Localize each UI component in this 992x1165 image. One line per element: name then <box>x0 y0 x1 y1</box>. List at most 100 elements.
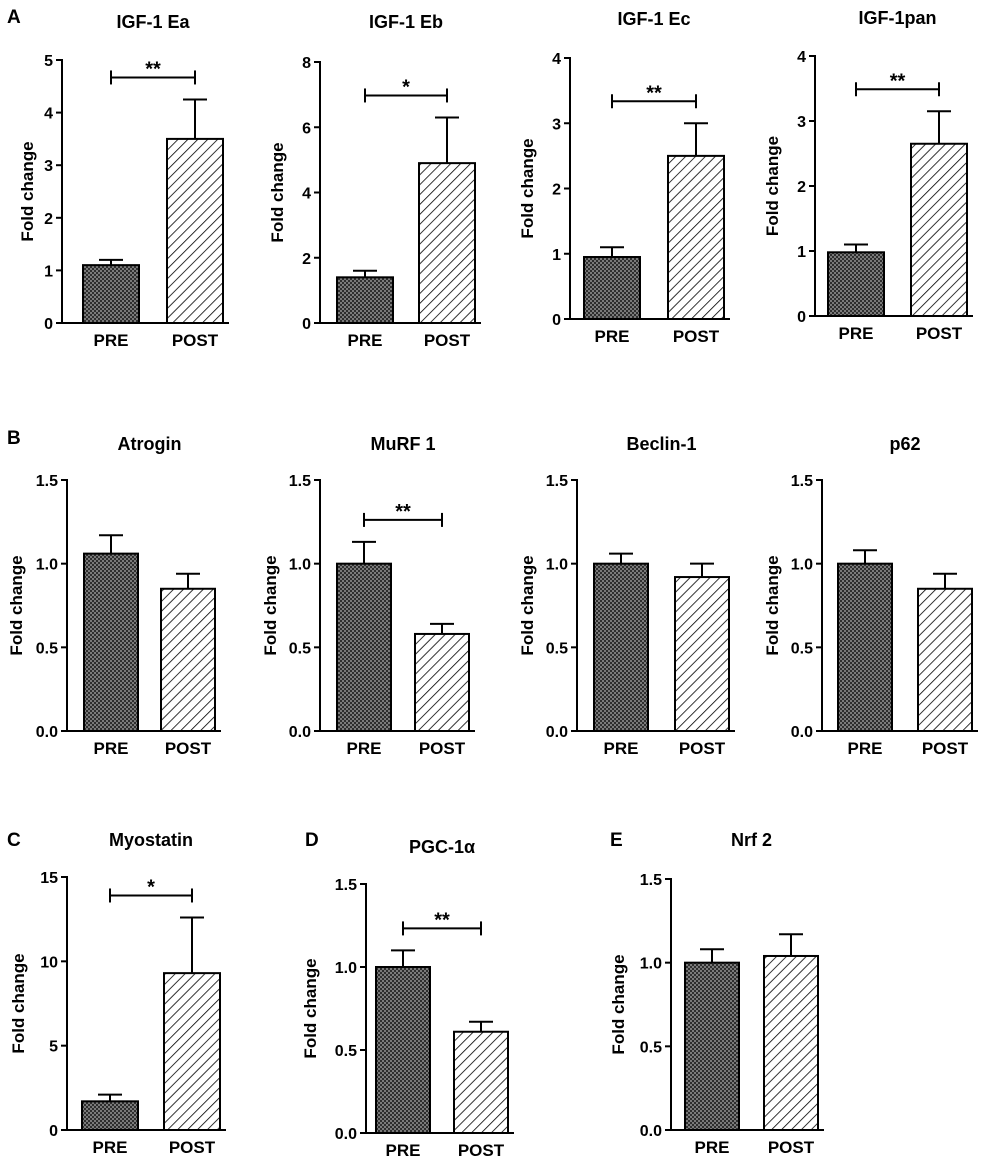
y-tick-label: 2 <box>302 251 311 268</box>
y-tick-label: 2 <box>552 182 561 199</box>
chart-atrogin: Atrogin Fold change PRE POST 0.0 0.5 1.0 1.5 <box>7 434 221 758</box>
y-tick-label: 1.5 <box>791 473 813 490</box>
y-tick-label: 1 <box>552 247 561 264</box>
y-tick-label: 1 <box>44 263 53 280</box>
y-tick-label: 1.0 <box>640 956 662 973</box>
y-axis-label: Fold change <box>18 141 37 241</box>
bar-post <box>674 576 730 733</box>
significance-label: ** <box>890 70 906 92</box>
y-tick-label: 8 <box>302 55 311 72</box>
y-tick-label: 6 <box>302 120 311 137</box>
significance-label: ** <box>434 909 450 931</box>
category-label-post: POST <box>458 1141 505 1160</box>
y-axis-label: Fold change <box>609 954 628 1054</box>
chart-title: IGF-1 Eb <box>369 12 443 32</box>
bar-pre <box>83 552 139 732</box>
chart-pgc-1: PGC-1α Fold change PRE POST 0.0 0.5 1.0 1.5 ** <box>301 837 514 1160</box>
chart-myostatin: Myostatin Fold change PRE POST 0 5 10 15 * <box>9 830 226 1157</box>
bar-post <box>763 954 819 1131</box>
panel-letter-b: B <box>7 428 21 449</box>
y-tick-label: 0.5 <box>640 1039 662 1056</box>
category-label-pre: PRE <box>347 739 382 758</box>
chart-murf-1: MuRF 1 Fold change PRE POST 0.0 0.5 1.0 1.5 ** <box>261 434 475 758</box>
bar-post <box>166 137 224 324</box>
panel-letter-d: D <box>305 830 319 851</box>
y-tick-label: 2 <box>44 211 53 228</box>
y-tick-label: 0 <box>302 316 311 333</box>
y-tick-label: 0.5 <box>36 640 58 657</box>
bar-post <box>917 587 973 732</box>
y-tick-label: 3 <box>797 114 806 131</box>
chart-title: Beclin-1 <box>626 434 696 454</box>
y-tick-label: 1.0 <box>289 557 311 574</box>
y-axis-label: Fold change <box>301 958 320 1058</box>
chart-title: PGC-1α <box>409 837 475 857</box>
category-label-pre: PRE <box>695 1138 730 1157</box>
y-tick-label: 5 <box>44 53 53 70</box>
chart-title: IGF-1pan <box>858 8 936 28</box>
y-tick-label: 0.0 <box>791 724 813 741</box>
chart-title: p62 <box>889 434 920 454</box>
bar-post <box>160 587 216 732</box>
y-tick-label: 4 <box>302 186 311 203</box>
y-tick-label: 1.0 <box>791 557 813 574</box>
chart-title: Myostatin <box>109 830 193 850</box>
significance-label: ** <box>145 58 161 80</box>
category-label-post: POST <box>679 739 726 758</box>
bar-post <box>418 162 476 324</box>
y-tick-label: 1 <box>797 244 806 261</box>
y-tick-label: 15 <box>40 870 58 887</box>
significance-label: * <box>147 876 155 898</box>
category-label-pre: PRE <box>94 739 129 758</box>
y-tick-label: 0 <box>552 312 561 329</box>
chart-nrf-2: Nrf 2 Fold change PRE POST 0.0 0.5 1.0 1.5 <box>609 830 824 1157</box>
significance-label: ** <box>646 82 662 104</box>
y-tick-label: 1.0 <box>335 960 357 977</box>
bar-pre <box>82 264 140 325</box>
category-label-pre: PRE <box>93 1138 128 1157</box>
category-label-post: POST <box>165 739 212 758</box>
bar-pre <box>81 1100 139 1131</box>
y-tick-label: 3 <box>552 116 561 133</box>
chart-p62: p62 Fold change PRE POST 0.0 0.5 1.0 1.5 <box>763 434 978 758</box>
y-tick-label: 0 <box>797 309 806 326</box>
chart-igf-1pan: IGF-1pan Fold change PRE POST 0 1 2 3 4 ** <box>763 8 973 343</box>
y-tick-label: 0.0 <box>36 724 58 741</box>
y-tick-label: 0.5 <box>335 1043 357 1060</box>
category-label-pre: PRE <box>595 327 630 346</box>
y-tick-label: 4 <box>797 49 806 66</box>
y-tick-label: 0.0 <box>335 1126 357 1143</box>
chart-title: MuRF 1 <box>371 434 436 454</box>
y-axis-label: Fold change <box>763 136 782 236</box>
bar-pre <box>583 256 641 321</box>
y-tick-label: 0.5 <box>289 640 311 657</box>
chart-title: Nrf 2 <box>731 830 772 850</box>
y-tick-label: 0.5 <box>791 640 813 657</box>
y-axis-label: Fold change <box>261 555 280 655</box>
category-label-pre: PRE <box>348 331 383 350</box>
category-label-pre: PRE <box>94 331 129 350</box>
y-tick-label: 1.5 <box>289 473 311 490</box>
panel-letter-c: C <box>7 830 21 851</box>
y-axis-label: Fold change <box>268 142 287 242</box>
category-label-post: POST <box>169 1138 216 1157</box>
chart-igf-1-ea: IGF-1 Ea Fold change PRE POST 0 1 2 3 4 5 ** <box>18 12 229 350</box>
bar-post <box>163 972 221 1132</box>
y-tick-label: 0.0 <box>289 724 311 741</box>
panel-letter-e: E <box>610 830 623 851</box>
significance-label: * <box>402 76 410 98</box>
y-tick-label: 1.5 <box>36 473 58 490</box>
bar-pre <box>827 251 885 318</box>
category-label-post: POST <box>922 739 969 758</box>
category-label-pre: PRE <box>386 1141 421 1160</box>
chart-igf-1-eb: IGF-1 Eb Fold change PRE POST 0 2 4 6 8 * <box>268 12 481 350</box>
y-tick-label: 0.5 <box>546 640 568 657</box>
category-label-post: POST <box>424 331 471 350</box>
chart-title: Atrogin <box>118 434 182 454</box>
category-label-post: POST <box>172 331 219 350</box>
y-tick-label: 0.0 <box>546 724 568 741</box>
y-tick-label: 0.0 <box>640 1123 662 1140</box>
bar-pre <box>375 966 431 1134</box>
